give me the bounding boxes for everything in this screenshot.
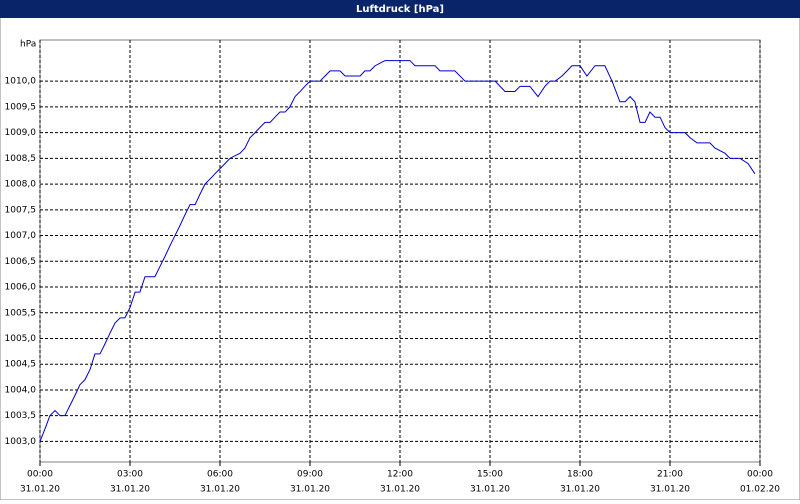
y-tick-label: 1003,0 — [5, 437, 37, 447]
x-tick-label: 01.02.20 — [740, 485, 780, 495]
y-tick-label: 1007,5 — [5, 205, 37, 215]
y-tick-label: 1008,5 — [5, 154, 37, 164]
title-bar — [0, 0, 800, 18]
x-tick-label: 21:00 — [657, 470, 683, 480]
x-tick-label: 31.01.20 — [380, 485, 420, 495]
x-tick-label: 31.01.20 — [560, 485, 600, 495]
x-tick-label: 03:00 — [117, 470, 143, 480]
x-tick-label: 31.01.20 — [20, 485, 60, 495]
x-tick-label: 09:00 — [297, 470, 323, 480]
y-tick-label: 1006,5 — [5, 257, 37, 267]
x-tick-label: 31.01.20 — [290, 485, 330, 495]
y-tick-label: 1009,0 — [5, 128, 37, 138]
chart-title: Luftdruck [hPa] — [356, 4, 444, 15]
x-tick-label: 12:00 — [387, 470, 413, 480]
y-tick-label: 1008,0 — [5, 180, 37, 190]
y-tick-label: 1010,0 — [5, 77, 37, 87]
x-tick-label: 00:00 — [27, 470, 53, 480]
y-tick-label: 1006,0 — [5, 283, 37, 293]
x-tick-label: 15:00 — [477, 470, 503, 480]
y-tick-label: 1009,5 — [5, 102, 37, 112]
y-tick-label: 1005,0 — [5, 334, 37, 344]
x-tick-label: 06:00 — [207, 470, 233, 480]
y-tick-label: 1004,5 — [5, 360, 37, 370]
x-tick-label: 31.01.20 — [650, 485, 690, 495]
line-series — [39, 60, 756, 442]
y-tick-label: 1007,0 — [5, 231, 37, 241]
x-tick-label: 31.01.20 — [200, 485, 240, 495]
x-tick-label: 18:00 — [567, 470, 593, 480]
x-tick-label: 00:00 — [747, 470, 773, 480]
y-tick-label: 1003,5 — [5, 411, 37, 421]
y-tick-label: 1005,5 — [5, 308, 37, 318]
y-tick-label: 1004,0 — [5, 385, 37, 395]
x-tick-label: 31.01.20 — [470, 485, 510, 495]
x-tick-label: 31.01.20 — [110, 485, 150, 495]
y-axis-label: hPa — [20, 40, 36, 50]
